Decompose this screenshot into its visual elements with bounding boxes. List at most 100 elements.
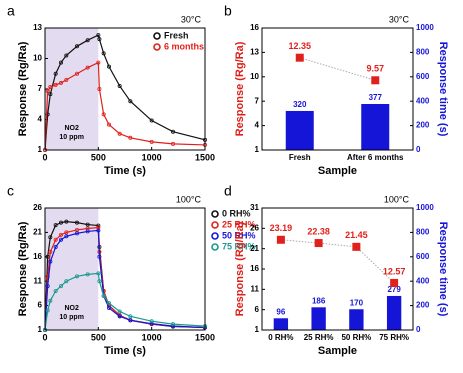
point [352,242,361,251]
x-tick-label: 0 RH% [268,333,293,342]
point-value-label: 12.35 [288,41,311,51]
x-tick-label: Fresh [289,153,311,162]
point [96,228,101,233]
x-tick-label: 0 [42,152,47,162]
point [149,139,154,144]
point-value-label: 23.19 [270,223,293,233]
bar [386,295,402,330]
y-tick-label: 26 [33,203,42,212]
point-value-label: 12.57 [383,266,406,276]
bar [361,104,390,150]
legend-marker [211,210,219,218]
y-axis-title: Response (Rg/Ra) [17,221,29,316]
point-value-label: 21.45 [345,230,368,240]
point [75,220,80,225]
point [85,272,90,277]
y2-tick-label: 600 [416,252,430,261]
y-tick-label: 6 [255,305,260,314]
bar-value-label: 170 [350,298,364,307]
panel-label: c [7,183,14,199]
legend-label: Fresh [164,30,189,40]
corner-label: 30°C [181,14,202,24]
legend-label: 75 RH% [222,241,256,251]
point [107,301,112,306]
point [45,89,50,94]
annotation: NO2 [64,305,79,312]
y-tick-label: 11 [34,276,43,285]
point [45,284,50,289]
point [53,223,58,228]
point [48,298,53,303]
legend-label: 0 RH% [222,208,251,218]
point [85,229,90,234]
bar [273,318,289,330]
point [85,38,90,43]
annotation: 10 ppm [59,134,84,141]
corner-label: 100°C [384,194,410,204]
point [75,71,80,76]
y-tick-label: 16 [250,264,259,273]
plot-frame [261,27,414,151]
point [85,65,90,70]
point [48,92,53,97]
point [75,274,80,279]
point [59,232,64,237]
annotation: NO2 [64,125,79,132]
y2-tick-label: 1000 [416,203,434,212]
legend-marker [211,221,219,229]
point [117,314,122,319]
y-tick-label: 16 [33,252,42,261]
y-tick-label: 11 [251,284,260,293]
y-tick-label: 1 [255,325,260,334]
point [75,231,80,236]
x-tick-label: 500 [91,332,106,342]
y-tick-label: 4 [255,121,260,130]
legend-marker [211,243,219,251]
legend-label: 6 months [164,41,204,51]
point [170,141,175,146]
x-tick-label: 1000 [142,152,162,162]
legend-label: 50 RH% [222,230,256,240]
y-tick-label: 6 [38,301,43,310]
x-tick-label: 0 [42,332,47,342]
point [128,135,133,140]
point [295,53,304,62]
y2-axis-title: Response time (s) [437,42,449,137]
plot-frame [44,27,206,151]
point [371,76,380,85]
bar [285,110,314,150]
y2-tick-label: 200 [416,301,430,310]
point [170,129,175,134]
point [101,112,106,117]
y2-tick-label: 400 [416,96,430,105]
bar-value-label: 320 [293,100,307,109]
point [314,239,323,248]
point [64,230,69,235]
series-line [44,272,206,331]
y2-tick-label: 800 [416,48,430,57]
y2-tick-label: 0 [416,325,421,334]
panel-label: a [7,3,15,19]
point [48,249,53,254]
corner-label: 100°C [176,194,202,204]
x-tick-label: 1500 [195,152,215,162]
legend-label: 25 RH% [222,219,256,229]
plot-frame [261,207,414,331]
y2-tick-label: 0 [416,145,421,154]
point [64,234,69,239]
point [53,82,58,87]
point [97,37,102,42]
point [97,87,102,92]
y-tick-label: 13 [33,23,42,32]
x-tick-label: 500 [91,152,106,162]
y2-tick-label: 1000 [416,23,434,32]
y-tick-label: 10 [33,54,42,63]
point [96,33,101,38]
y-tick-label: 21 [33,228,42,237]
series-line [44,34,206,151]
point [276,235,285,244]
y-tick-label: 31 [250,203,259,212]
point [64,53,69,58]
point [97,279,102,284]
y2-tick-label: 600 [416,72,430,81]
